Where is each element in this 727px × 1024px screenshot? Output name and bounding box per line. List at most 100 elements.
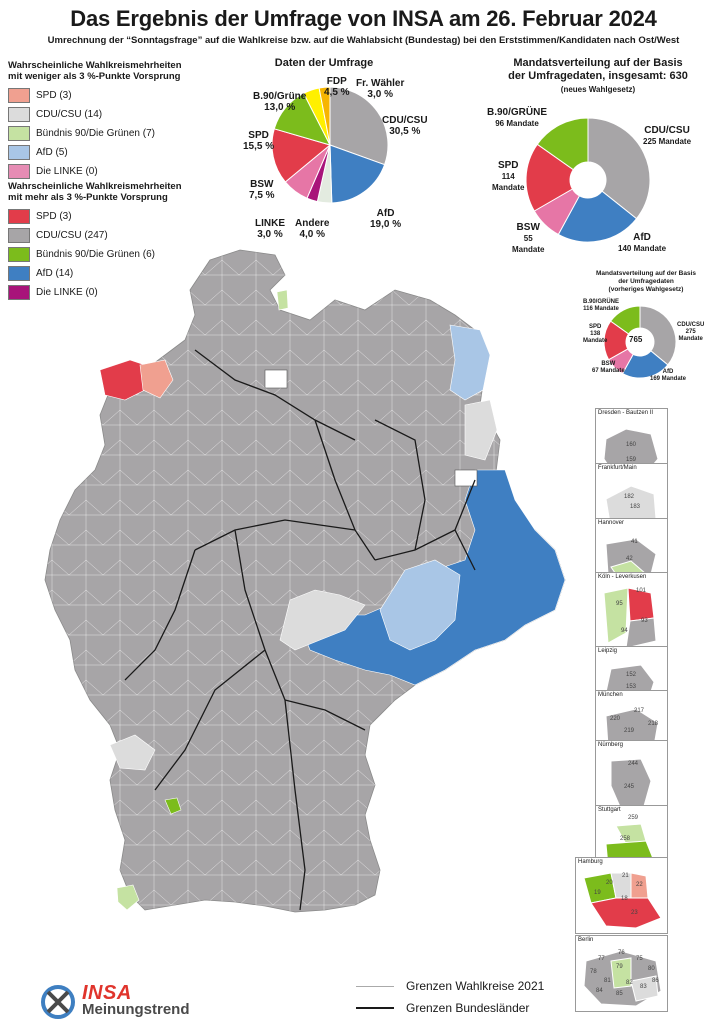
inset-number: 21 (622, 873, 629, 879)
inset-berlin: Berlin 76 77 75 78 79 80 81 82 83 84 85 … (575, 935, 668, 1012)
thin-line-swatch (356, 985, 394, 987)
donut-party: CDU/CSU (644, 125, 690, 136)
region-afd-light-north (449, 324, 491, 401)
inset-number: 217 (634, 708, 645, 714)
region-cdu-light-north (464, 399, 498, 461)
old-law-pie-title: Mandatsverteilung auf der Basis der Umfr… (576, 270, 716, 294)
legend-item: AfD (5) (8, 143, 182, 162)
pie-category: BSW (250, 179, 274, 190)
old-law-title-line: (vorheriges Wahlgesetz) (608, 286, 684, 293)
pie-value: 3,0 % (257, 229, 283, 240)
pie-label-bsw: BSW 7,5 % (249, 179, 275, 201)
mandate-subtitle: (neues Wahlgesetz) (560, 85, 636, 94)
legend-wahlkreise: Grenzen Wahlkreise 2021 (356, 975, 544, 997)
legend-swatch (8, 266, 30, 281)
inset-title: Hamburg (578, 859, 603, 865)
old-law-total: 765 (629, 335, 643, 344)
legend-label: AfD (14) (36, 268, 74, 279)
inset-title: München (598, 692, 623, 698)
pie-label-fdp: FDP 4,5 % (324, 76, 350, 98)
pie-label-linke: LINKE 3,0 % (255, 218, 285, 240)
legend-item: CDU/CSU (14) (8, 105, 182, 124)
legend-over-3-heading: Wahrscheinliche Wahlkreismehrheiten mit … (8, 181, 182, 203)
city-berlin-marker (454, 469, 478, 487)
old-party: CDU/CSU (677, 322, 705, 328)
survey-pie-title: Daten der Umfrage (274, 57, 374, 69)
inset-number: 159 (626, 457, 637, 463)
inset-number: 81 (604, 978, 611, 984)
inset-number: 218 (648, 721, 659, 727)
logo-brand: INSA (82, 982, 132, 1004)
legend-over-3-points: Wahrscheinliche Wahlkreismehrheiten mit … (8, 181, 182, 302)
inset-number: 41 (631, 539, 638, 545)
inset-number: 245 (624, 784, 635, 790)
legend-heading-line: mit mehr als 3 %-Punkte Vorsprung (8, 192, 168, 203)
page-title: Das Ergebnis der Umfrage von INSA am 26.… (70, 6, 657, 31)
inset-number: 79 (616, 964, 623, 970)
city-hamburg-marker (264, 369, 288, 389)
inset-title: Stuttgart (598, 807, 621, 813)
inset-number: 95 (616, 601, 623, 607)
old-party: BSW (601, 361, 616, 367)
legend-swatch (8, 164, 30, 179)
legend-heading-line: Wahrscheinliche Wahlkreismehrheiten (8, 181, 182, 192)
inset-title: Berlin (578, 937, 594, 943)
donut-label-bsw: BSW 55 Mandate (512, 222, 544, 255)
old-seats-unit: Mandate (583, 338, 608, 344)
mandate-donut-chart (525, 117, 651, 243)
old-party: B.90/GRÜNE (583, 299, 620, 305)
inset-number: 84 (596, 988, 603, 994)
inset-title: Frankfurt/Main (598, 465, 637, 471)
region-afd-light-east (379, 559, 461, 651)
pie-label-gruene: B.90/Grüne 13,0 % (253, 91, 306, 113)
pie-category: SPD (248, 130, 269, 141)
page-subtitle: Umrechnung der “Sonntagsfrage” auf die W… (47, 35, 680, 46)
legend-label: SPD (3) (36, 211, 72, 222)
donut-seats: 96 Mandate (495, 119, 539, 128)
legend-swatch (8, 145, 30, 160)
legend-item: CDU/CSU (247) (8, 226, 182, 245)
legend-label: CDU/CSU (247) (36, 230, 108, 241)
pie-label-cdu: CDU/CSU 30,5 % (382, 115, 428, 137)
legend-swatch (8, 228, 30, 243)
old-seats-unit: Mandate (678, 336, 703, 342)
donut-seats-unit: Mandate (512, 245, 545, 254)
inset-number: 42 (626, 556, 633, 562)
inset-number: 220 (610, 716, 621, 722)
inset-number: 23 (631, 910, 638, 916)
pie-category: B.90/Grüne (253, 91, 307, 102)
inset-number: 19 (594, 890, 601, 896)
legend-item: Bündnis 90/Die Grünen (6) (8, 245, 182, 264)
mandate-title-line: Mandatsverteilung auf der Basis (513, 57, 683, 69)
donut-party: BSW (516, 222, 540, 233)
pie-category: LINKE (255, 218, 285, 229)
region-cdu-light-central (279, 589, 366, 651)
legend-under-3-points: Wahrscheinliche Wahlkreismehrheiten mit … (8, 60, 182, 181)
legend-heading-line: mit weniger als 3 %-Punkte Vorsprung (8, 71, 181, 82)
pie-slice-cdu-csu (329, 86, 389, 166)
legend-bundeslaender-label: Grenzen Bundesländer (406, 1001, 530, 1015)
inset-title: Köln - Leverkusen (598, 574, 647, 580)
inset-number: 22 (636, 882, 643, 888)
inset-number: 77 (598, 956, 605, 962)
inset-number: 78 (590, 969, 597, 975)
donut-label-cdu: CDU/CSU 225 Mandate (643, 125, 691, 147)
old-seats: 116 Mandate (583, 306, 619, 312)
survey-pie-chart (271, 86, 389, 204)
pie-label-andere: Andere 4,0 % (295, 218, 329, 240)
inset-number: 101 (636, 588, 647, 594)
donut-seats: 225 Mandate (643, 137, 692, 146)
state-borders (124, 349, 476, 911)
pie-value: 13,0 % (264, 102, 296, 113)
legend-label: Die LINKE (0) (36, 166, 98, 177)
legend-swatch (8, 107, 30, 122)
pie-label-fw: Fr. Wähler 3,0 % (356, 78, 404, 100)
donut-party: AfD (633, 232, 651, 243)
donut-label-afd: AfD 140 Mandate (618, 232, 666, 254)
inset-number: 20 (606, 880, 613, 886)
inset-number: 83 (640, 984, 647, 990)
pie-value: 15,5 % (243, 141, 275, 152)
inset-title: Leipzig (598, 648, 618, 654)
inset-number: 160 (626, 442, 637, 448)
inset-number: 153 (626, 684, 637, 690)
